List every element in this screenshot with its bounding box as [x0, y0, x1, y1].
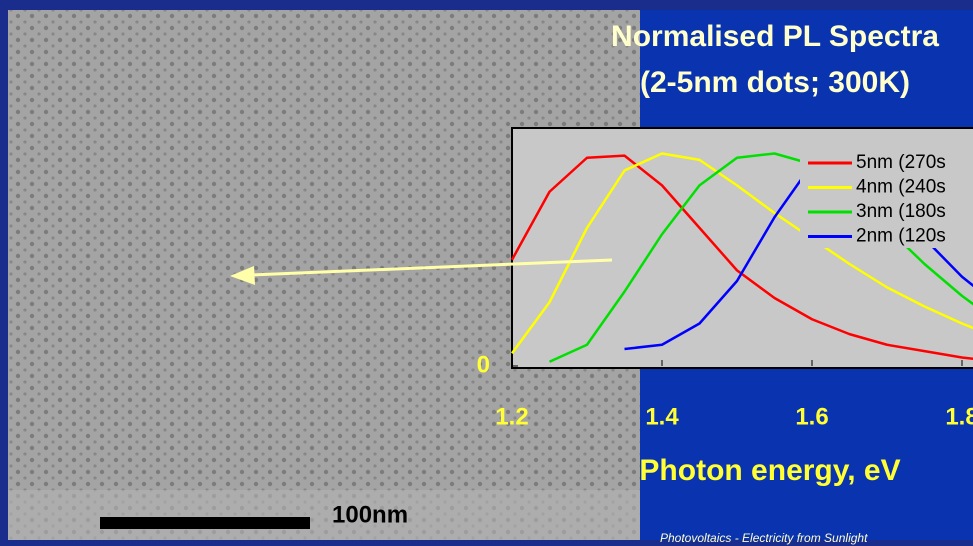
legend-label: 4nm (240s: [856, 177, 946, 198]
scale-bar: [100, 517, 310, 529]
x-tick-label: 1.4: [645, 403, 679, 430]
legend-label: 3nm (180s: [856, 201, 946, 222]
arrow-head: [230, 266, 255, 285]
series-line: [510, 152, 973, 354]
x-axis-label: Photon energy, eV: [639, 454, 900, 487]
series-line: [510, 154, 973, 361]
x-tick-label: 1.8: [945, 403, 973, 430]
plot: 1.2 1.4 1.6 1.8 0 5nm (270s 4nm (240s 3nm (180s…: [477, 148, 973, 430]
tem-band: [8, 490, 648, 540]
x-tick-label: 1.6: [795, 403, 828, 430]
footer: Photovoltaics - Electricity from Sunligh…: [660, 531, 868, 545]
legend-bg: [800, 148, 973, 248]
legend-label: 2nm (120s: [856, 226, 946, 247]
y-tick-label: 0: [477, 351, 490, 378]
legend-label: 5nm (270s: [856, 152, 946, 173]
scale-label: 100nm: [332, 501, 408, 528]
chart-title: Normalised PL Spectra: [611, 20, 939, 53]
arrow: [249, 258, 613, 277]
chart-subtitle: (2-5nm dots; 300K): [640, 66, 910, 99]
x-tick-label: 1.2: [495, 403, 528, 430]
